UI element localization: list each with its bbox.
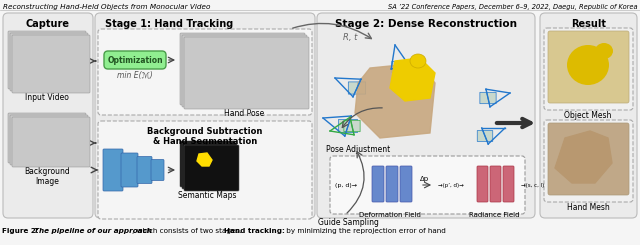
Ellipse shape bbox=[410, 54, 426, 68]
FancyBboxPatch shape bbox=[8, 31, 86, 89]
FancyBboxPatch shape bbox=[544, 120, 633, 202]
FancyBboxPatch shape bbox=[12, 35, 90, 93]
FancyBboxPatch shape bbox=[480, 92, 496, 104]
Polygon shape bbox=[185, 151, 210, 169]
FancyBboxPatch shape bbox=[95, 13, 315, 218]
Text: by minimizing the reprojection error of hand: by minimizing the reprojection error of … bbox=[284, 228, 446, 234]
FancyBboxPatch shape bbox=[8, 113, 86, 163]
FancyBboxPatch shape bbox=[182, 35, 307, 107]
FancyBboxPatch shape bbox=[392, 61, 408, 73]
FancyBboxPatch shape bbox=[12, 117, 90, 167]
FancyBboxPatch shape bbox=[98, 29, 312, 115]
FancyBboxPatch shape bbox=[344, 120, 360, 132]
Text: Figure 2:: Figure 2: bbox=[2, 228, 41, 234]
FancyBboxPatch shape bbox=[103, 149, 123, 191]
Text: Guide Sampling: Guide Sampling bbox=[317, 218, 378, 227]
FancyBboxPatch shape bbox=[339, 119, 358, 133]
FancyBboxPatch shape bbox=[540, 13, 637, 218]
Polygon shape bbox=[355, 63, 435, 138]
Text: Hand tracking:: Hand tracking: bbox=[224, 228, 285, 234]
FancyBboxPatch shape bbox=[184, 37, 309, 109]
FancyBboxPatch shape bbox=[490, 166, 501, 202]
FancyBboxPatch shape bbox=[386, 166, 398, 202]
Text: Background Subtraction
& Hand Segmentation: Background Subtraction & Hand Segmentati… bbox=[147, 127, 262, 147]
Text: →(s, c, l): →(s, c, l) bbox=[521, 183, 544, 187]
FancyBboxPatch shape bbox=[372, 166, 384, 202]
FancyBboxPatch shape bbox=[151, 159, 164, 181]
FancyBboxPatch shape bbox=[330, 156, 525, 214]
FancyBboxPatch shape bbox=[98, 121, 312, 219]
Polygon shape bbox=[197, 153, 212, 166]
Text: Reconstructing Hand-Held Objects from Monocular Video: Reconstructing Hand-Held Objects from Mo… bbox=[3, 4, 211, 10]
Text: Pose Adjustment: Pose Adjustment bbox=[326, 145, 390, 154]
FancyBboxPatch shape bbox=[182, 143, 237, 189]
Ellipse shape bbox=[595, 43, 613, 59]
FancyBboxPatch shape bbox=[400, 166, 412, 202]
Text: The pipeline of our approach: The pipeline of our approach bbox=[34, 228, 152, 234]
FancyBboxPatch shape bbox=[548, 123, 629, 195]
FancyBboxPatch shape bbox=[477, 131, 493, 141]
FancyBboxPatch shape bbox=[10, 33, 88, 91]
FancyBboxPatch shape bbox=[548, 31, 629, 103]
Text: Capture: Capture bbox=[26, 19, 70, 29]
FancyBboxPatch shape bbox=[503, 166, 514, 202]
FancyBboxPatch shape bbox=[180, 33, 305, 105]
Text: SA ’22 Conference Papers, December 6–9, 2022, Daegu, Republic of Korea: SA ’22 Conference Papers, December 6–9, … bbox=[387, 4, 637, 10]
Text: Optimization: Optimization bbox=[107, 56, 163, 64]
FancyBboxPatch shape bbox=[137, 157, 152, 184]
Text: Semantic Maps: Semantic Maps bbox=[178, 191, 236, 200]
Text: Radiance Field: Radiance Field bbox=[468, 212, 519, 218]
FancyBboxPatch shape bbox=[184, 145, 239, 191]
Text: Result: Result bbox=[571, 19, 606, 29]
Text: (p, d)→: (p, d)→ bbox=[335, 183, 357, 187]
FancyBboxPatch shape bbox=[180, 141, 235, 187]
FancyBboxPatch shape bbox=[3, 13, 93, 218]
Text: min E(ℳ): min E(ℳ) bbox=[117, 71, 153, 80]
FancyBboxPatch shape bbox=[121, 153, 138, 187]
Text: Stage 2: Dense Reconstruction: Stage 2: Dense Reconstruction bbox=[335, 19, 517, 29]
Text: Stage 1: Hand Tracking: Stage 1: Hand Tracking bbox=[105, 19, 233, 29]
Text: R, t: R, t bbox=[343, 33, 357, 42]
Text: Background
Image: Background Image bbox=[24, 167, 70, 186]
FancyBboxPatch shape bbox=[10, 115, 88, 165]
Text: Deformation Field: Deformation Field bbox=[359, 212, 421, 218]
Text: , which consists of two stages.: , which consists of two stages. bbox=[132, 228, 244, 234]
Text: Hand Mesh: Hand Mesh bbox=[566, 203, 609, 212]
Ellipse shape bbox=[567, 45, 609, 85]
FancyBboxPatch shape bbox=[348, 82, 365, 94]
Text: →(p’, d)→: →(p’, d)→ bbox=[438, 183, 464, 187]
Text: Object Mesh: Object Mesh bbox=[564, 111, 612, 120]
FancyBboxPatch shape bbox=[544, 28, 633, 110]
FancyBboxPatch shape bbox=[317, 13, 535, 218]
Text: Δp: Δp bbox=[419, 176, 429, 182]
Text: Input Video: Input Video bbox=[25, 93, 69, 102]
FancyBboxPatch shape bbox=[477, 166, 488, 202]
Polygon shape bbox=[390, 58, 435, 101]
FancyBboxPatch shape bbox=[104, 51, 166, 69]
Polygon shape bbox=[555, 131, 612, 183]
Text: Hand Pose: Hand Pose bbox=[224, 109, 264, 118]
